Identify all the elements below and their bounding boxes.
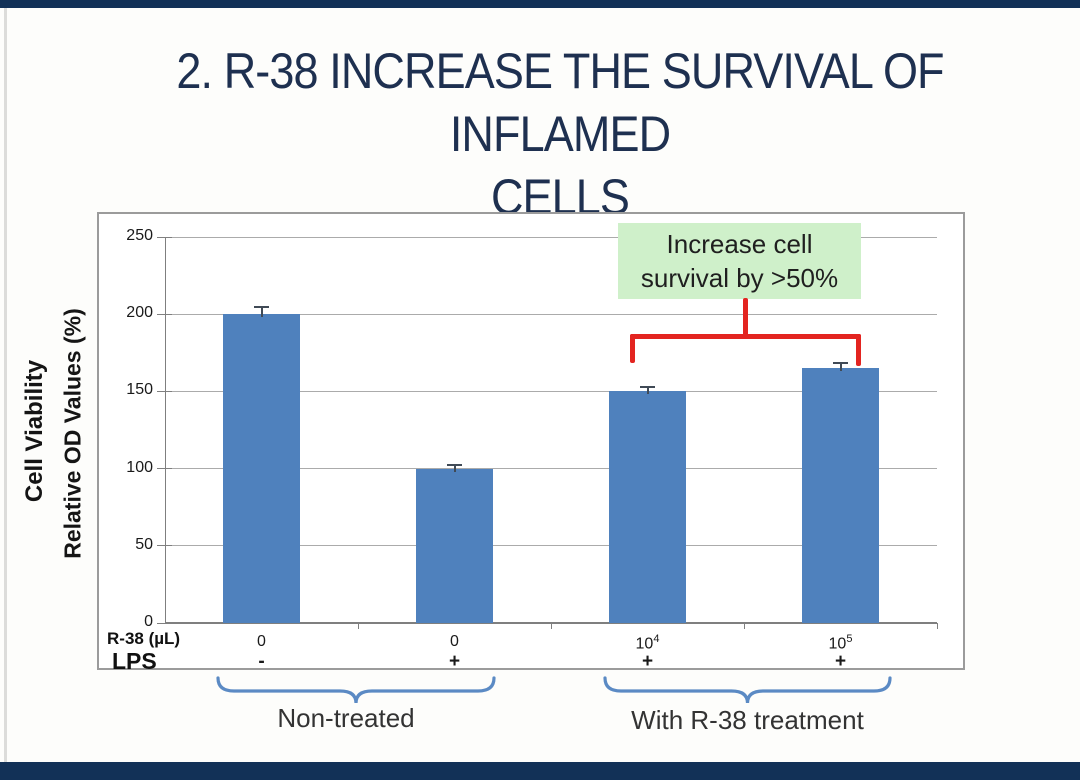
- gridline-50: [165, 545, 937, 547]
- y-tick-label-0: 0: [144, 613, 153, 630]
- error-bar-stem-1: [260, 308, 263, 318]
- error-bar-cap-4: [833, 361, 848, 364]
- annotation-bracket-right-end: [856, 334, 861, 366]
- plot-area: [157, 236, 938, 629]
- bar-3: [609, 391, 686, 623]
- bar-4: [802, 368, 879, 623]
- y-axis-tick-150: [157, 390, 172, 392]
- category-lps-sign-1: -: [258, 651, 265, 672]
- x-row-label-lps: LPS: [112, 648, 157, 674]
- y-axis-tick-0: [157, 622, 172, 624]
- annotation-callout: Increase cell survival by >50%: [618, 223, 861, 299]
- error-bar-stem-2: [453, 465, 456, 472]
- category-r38-value-2: 0: [450, 633, 459, 650]
- chart-frame: 0 50 100 150 200 250 R-38 (µL) LPS Increase c…: [97, 212, 965, 674]
- category-lps-sign-4: +: [834, 651, 847, 672]
- gridline-100: [165, 468, 937, 470]
- annotation-line-2: survival by >50%: [640, 263, 839, 293]
- annotation-line-1: Increase cell: [666, 229, 813, 259]
- top-accent-bar: [0, 0, 1080, 8]
- error-bar-cap-2: [447, 463, 462, 466]
- x-axis-tick-2: [550, 623, 552, 629]
- error-bar-cap-3: [640, 386, 655, 389]
- x-axis-tick-4: [936, 623, 938, 629]
- y-axis-tick-50: [157, 545, 172, 547]
- x-row-label-r38: R-38 (µL): [107, 629, 181, 648]
- x-axis-tick-1: [357, 623, 359, 629]
- bottom-accent-bar: [0, 762, 1080, 780]
- y-tick-label-150: 150: [126, 381, 153, 399]
- annotation-bracket-horizontal: [630, 334, 861, 339]
- group-label-r38-treatment: With R-38 treatment: [631, 705, 864, 735]
- y-tick-label-50: 50: [135, 535, 153, 553]
- category-lps-sign-3: +: [641, 651, 654, 672]
- group-brace-non-treated: [216, 676, 496, 704]
- category-r38-value-1: 0: [257, 633, 266, 650]
- x-axis-tick-3: [743, 623, 745, 629]
- annotation-bracket-left-end: [630, 334, 635, 363]
- y-axis-line: [165, 237, 166, 623]
- y-tick-label-250: 250: [126, 227, 153, 244]
- y-axis-tick-200: [157, 313, 172, 315]
- category-lps-sign-2: +: [448, 651, 461, 672]
- error-bar-cap-1: [254, 306, 269, 309]
- bar-2: [416, 468, 493, 623]
- slide-title: 2. R-38 INCREASE THE SURVIVAL OF INFLAME…: [110, 40, 1010, 229]
- group-label-non-treated: Non-treated: [277, 703, 415, 733]
- gridline-250: [165, 236, 937, 238]
- annotation-bracket-stem: [743, 298, 748, 337]
- y-axis-label-inner: Relative OD Values (%): [59, 308, 86, 559]
- category-r38-value-3: 104: [635, 633, 660, 653]
- slide-title-line-1: 2. R-38 INCREASE THE SURVIVAL OF INFLAME…: [176, 43, 944, 162]
- gridline-150: [165, 390, 937, 392]
- y-axis-label-outer: Cell Viability: [21, 359, 48, 503]
- error-bar-stem-4: [839, 363, 842, 372]
- slide-left-edge: [4, 8, 7, 762]
- gridline-200: [165, 313, 937, 315]
- category-r38-value-4: 105: [828, 633, 853, 653]
- y-tick-labels: 0 50 100 150 200 250: [99, 214, 153, 668]
- y-axis-tick-250: [157, 236, 172, 238]
- error-bar-stem-3: [646, 388, 649, 395]
- y-axis-tick-100: [157, 468, 172, 470]
- bar-1: [223, 314, 300, 623]
- group-brace-r38-treatment: [603, 676, 892, 704]
- y-tick-label-200: 200: [126, 304, 153, 322]
- y-tick-label-100: 100: [126, 458, 153, 476]
